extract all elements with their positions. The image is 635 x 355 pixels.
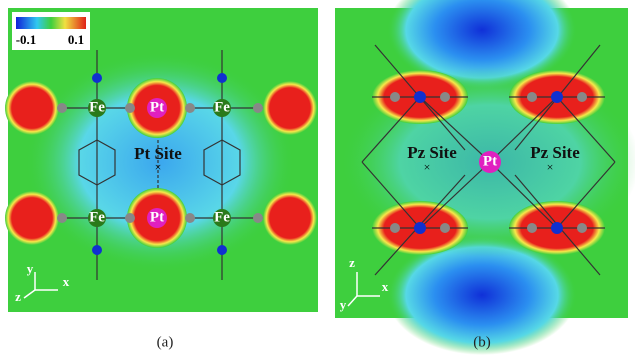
site-label: Pz Site (407, 143, 457, 162)
caption: (a) (157, 334, 174, 350)
atom-label: Pt (150, 99, 164, 115)
figure: Fe Pt Fe Fe Pt Fe Pt Site × -0.1 0.1 y z… (0, 0, 635, 355)
atom-label: Pt (483, 153, 497, 169)
axis-label: z (349, 255, 355, 270)
colorbar-max: 0.1 (68, 32, 84, 47)
axis-label: x (63, 274, 70, 289)
colorbar-min: -0.1 (16, 32, 37, 47)
site-marker: × (547, 160, 554, 174)
atom-label: Fe (214, 99, 230, 115)
atom-label: Fe (89, 209, 105, 225)
panel-b: Pt Pz Site Pz Site × × z y x (335, 0, 635, 355)
atom-label: Pt (150, 209, 164, 225)
axis-label: z (15, 289, 21, 304)
site-label: Pz Site (530, 143, 580, 162)
axis-label: y (340, 297, 347, 312)
site-marker: × (424, 160, 431, 174)
caption: (b) (473, 334, 491, 350)
axis-label: x (382, 279, 389, 294)
atom-label: Fe (214, 209, 230, 225)
colorbar (16, 17, 86, 29)
site-marker: × (155, 160, 162, 174)
axis-label: y (27, 261, 34, 276)
atom-label: Fe (89, 99, 105, 115)
panel-a: Fe Pt Fe Fe Pt Fe Pt Site × -0.1 0.1 y z… (5, 8, 318, 312)
